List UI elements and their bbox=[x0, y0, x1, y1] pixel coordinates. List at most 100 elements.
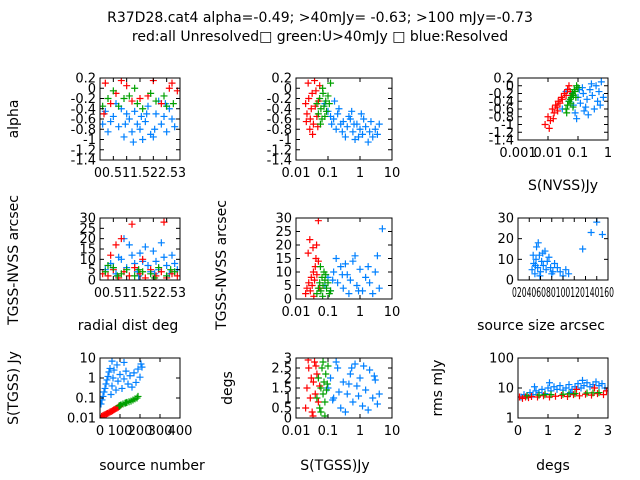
data-point-blue bbox=[346, 276, 354, 284]
y-tick-label: 0.1 bbox=[75, 392, 96, 407]
data-point-blue bbox=[345, 380, 353, 388]
data-point-blue bbox=[355, 287, 363, 295]
y-tick-label: -0.8 bbox=[71, 123, 96, 138]
x-tick-label: 0.1 bbox=[318, 305, 339, 320]
data-point-blue bbox=[576, 99, 584, 107]
data-point-red bbox=[309, 244, 317, 252]
data-point-blue bbox=[115, 253, 123, 261]
data-point-blue bbox=[592, 378, 600, 386]
data-point-blue bbox=[136, 125, 144, 133]
data-point-red bbox=[313, 241, 321, 249]
y-tick-label: 1 bbox=[284, 392, 292, 407]
data-point-blue bbox=[584, 111, 592, 119]
data-point-green bbox=[123, 266, 131, 274]
data-point-green bbox=[547, 391, 555, 399]
data-point-blue bbox=[131, 107, 139, 115]
data-point-red bbox=[157, 100, 165, 108]
y-tick-label: 0 bbox=[88, 82, 96, 97]
data-point-blue bbox=[113, 361, 121, 369]
data-point-blue bbox=[349, 398, 357, 406]
y-tick-label: 15 bbox=[79, 243, 96, 258]
data-point-blue bbox=[531, 270, 539, 278]
data-point-red bbox=[314, 398, 322, 406]
y-tick-label: -0.6 bbox=[71, 113, 96, 128]
data-point-green bbox=[319, 390, 327, 398]
y-tick-label: 1.5 bbox=[271, 382, 292, 397]
data-point-red bbox=[552, 392, 559, 400]
data-point-red bbox=[313, 370, 321, 378]
data-point-blue bbox=[123, 110, 131, 118]
data-point-blue bbox=[133, 120, 141, 128]
data-point-blue bbox=[329, 276, 337, 284]
data-point-blue bbox=[594, 97, 602, 105]
data-point-red bbox=[107, 100, 115, 108]
data-point-blue bbox=[109, 374, 117, 382]
data-point-blue bbox=[349, 128, 357, 136]
chart-panel-1: 00.511.522.53 0.20-0.2-0.4-0.6-0.8-1-1.2-… bbox=[6, 72, 186, 182]
data-point-blue bbox=[100, 392, 107, 400]
data-point-blue bbox=[357, 110, 365, 118]
data-point-red bbox=[136, 95, 144, 102]
data-point-blue bbox=[364, 406, 372, 414]
data-point-blue bbox=[362, 386, 370, 394]
data-point-blue bbox=[143, 110, 151, 118]
x-tick-label: 10 bbox=[384, 166, 401, 181]
data-point-red bbox=[594, 390, 601, 398]
data-point-green bbox=[322, 271, 330, 279]
data-point-red bbox=[304, 79, 312, 87]
data-point-green bbox=[324, 279, 332, 287]
data-point-red bbox=[528, 393, 535, 401]
data-point-green bbox=[523, 392, 531, 400]
data-point-green bbox=[155, 264, 163, 272]
data-point-blue bbox=[547, 264, 555, 272]
y-tick-label: 0 bbox=[284, 293, 292, 308]
y-tick-label: 10 bbox=[497, 253, 514, 268]
data-point-red bbox=[309, 130, 317, 138]
data-point-blue bbox=[360, 362, 368, 370]
y-tick-label: -0.2 bbox=[71, 92, 96, 107]
y-tick-label: 0 bbox=[88, 274, 96, 289]
data-point-blue bbox=[108, 358, 116, 365]
data-point-green bbox=[109, 87, 117, 95]
y-tick-label: -0.2 bbox=[489, 87, 514, 102]
data-point-blue bbox=[370, 372, 378, 380]
x-tick-label: 0.001 bbox=[499, 146, 536, 161]
data-point-blue bbox=[128, 128, 136, 136]
data-point-green bbox=[322, 97, 330, 105]
y-tick-label: 0.2 bbox=[75, 72, 96, 87]
x-tick-label: 10 bbox=[384, 424, 401, 439]
data-point-blue bbox=[334, 364, 342, 372]
point-group bbox=[528, 218, 606, 280]
data-point-blue bbox=[121, 120, 129, 128]
data-point-blue bbox=[369, 133, 377, 141]
y-axis-label: degs bbox=[220, 371, 236, 405]
y-tick-label: 0.5 bbox=[271, 402, 292, 417]
data-point-red bbox=[573, 385, 580, 393]
data-point-green bbox=[167, 266, 175, 274]
data-point-blue bbox=[107, 390, 115, 398]
data-point-blue bbox=[366, 279, 374, 287]
data-point-red bbox=[576, 392, 583, 400]
data-point-blue bbox=[592, 82, 600, 90]
data-point-green bbox=[567, 99, 575, 107]
data-point-blue bbox=[351, 252, 359, 260]
data-point-blue bbox=[125, 115, 133, 123]
data-point-blue bbox=[151, 125, 159, 133]
data-point-blue bbox=[364, 263, 372, 271]
data-point-red bbox=[519, 394, 526, 402]
data-point-green bbox=[322, 370, 330, 378]
y-tick-label: -1 bbox=[279, 133, 292, 148]
data-point-green bbox=[572, 93, 580, 101]
data-point-green bbox=[323, 107, 331, 115]
y-tick-label: -0.6 bbox=[489, 103, 514, 118]
y-tick-label: 0.2 bbox=[271, 72, 292, 87]
x-tick-label: 0.01 bbox=[282, 166, 311, 181]
data-point-blue bbox=[539, 262, 547, 270]
data-point-blue bbox=[346, 370, 354, 378]
data-point-green bbox=[571, 88, 579, 96]
x-tick-label: 0.01 bbox=[282, 424, 311, 439]
y-tick-label: -0.4 bbox=[489, 95, 514, 110]
data-point-green bbox=[541, 391, 549, 399]
data-point-blue bbox=[373, 400, 381, 408]
